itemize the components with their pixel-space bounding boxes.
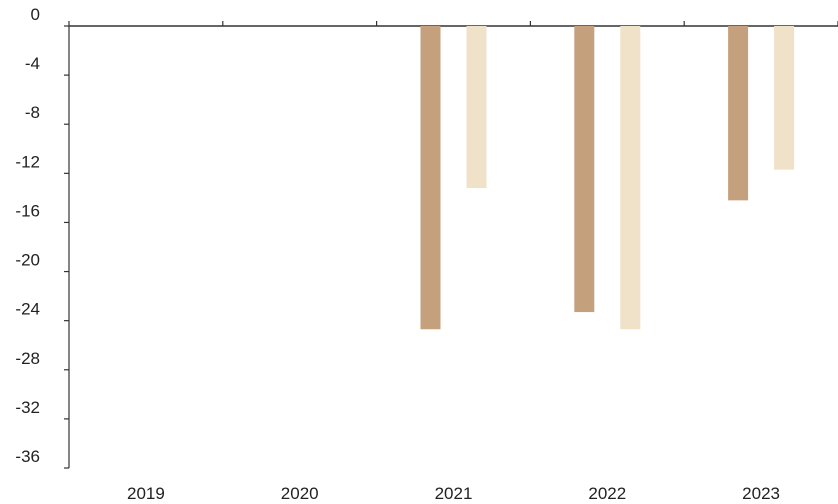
y-tick-label: -20 [15,251,40,270]
x-tick-label: 2021 [435,484,473,503]
y-tick-label: 0 [31,5,40,24]
bar-series-1-2023 [728,26,749,201]
y-tick-label: -24 [15,300,40,319]
x-tick-label: 2019 [127,484,165,503]
bar-series-2-2022 [620,26,641,330]
x-tick-label: 2020 [281,484,319,503]
bar-series-1-2021 [420,26,441,330]
y-tick-label: -32 [15,398,40,417]
bar-series-1-2022 [574,26,595,313]
bar-series-2-2021 [466,26,487,189]
y-tick-label: -36 [15,447,40,466]
y-axis: 0 -4 -8 -12 -16 -20 -24 -28 -32 -36 [15,5,70,469]
y-tick-label: -12 [15,152,40,171]
y-tick-label: -8 [25,103,40,122]
bars-group [420,26,795,330]
bar-series-2-2023 [774,26,795,170]
x-tick-label: 2023 [742,484,780,503]
y-tick-label: -16 [15,201,40,220]
x-axis: 2019 2020 2021 2022 2023 [68,21,838,503]
y-tick-label: -28 [15,349,40,368]
x-tick-label: 2022 [588,484,626,503]
y-tick-label: -4 [25,54,40,73]
